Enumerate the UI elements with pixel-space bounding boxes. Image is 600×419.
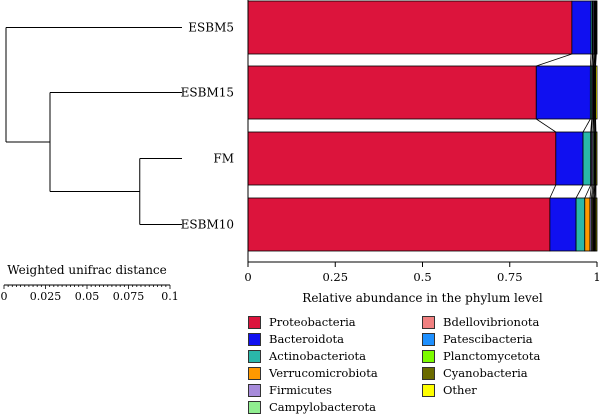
legend-label: Other xyxy=(443,383,477,397)
x-tick-label: 0.75 xyxy=(497,270,523,284)
bar-ESBM15-proteobacteria xyxy=(247,65,537,120)
bar-ESBM15-other xyxy=(595,65,598,120)
connector-line xyxy=(582,118,591,133)
legend-item-proteobacteria: Proteobacteria xyxy=(248,314,356,330)
bar-FM-bacteroidota xyxy=(555,131,584,186)
legend-swatch xyxy=(422,383,435,397)
distance-scale-bar: Weighted unifrac distance 0 0.025 0.05 0.075… xyxy=(1,263,179,303)
x-axis: 0 0.25 0.5 0.75 1 Relative abundance in the p… xyxy=(244,0,600,305)
legend-swatch xyxy=(248,349,261,363)
legend-label: Planctomycetota xyxy=(443,349,541,363)
bar-FM-proteobacteria xyxy=(247,131,557,186)
bar-ESBM5-bacteroidota xyxy=(571,0,592,55)
connector-line xyxy=(549,184,557,199)
legend-swatch xyxy=(422,332,435,346)
scale-tick-label: 0.025 xyxy=(30,290,62,303)
legend-item-bacteroidota: Bacteroidota xyxy=(248,331,344,347)
legend-item-planctomycetota: Planctomycetota xyxy=(422,348,540,364)
leaf-label-esbm5: ESBM5 xyxy=(188,21,234,35)
dendrogram: ESBM5 ESBM15 FM ESBM10 xyxy=(5,21,234,232)
connector-line xyxy=(593,53,595,67)
bar-ESBM10-actinobacteriota xyxy=(575,197,586,252)
bar-ESBM15-bacteroidota xyxy=(535,65,591,120)
legend-label: Bacteroidota xyxy=(269,332,345,346)
legend-swatch xyxy=(422,349,435,363)
scale-tick-label: 0.1 xyxy=(161,290,179,303)
legend-label: Patescibacteria xyxy=(443,332,533,346)
leaf-label-fm: FM xyxy=(213,152,234,166)
connector-line xyxy=(591,53,594,67)
connector-line xyxy=(536,118,557,133)
legend-swatch xyxy=(248,383,261,397)
connector-line xyxy=(589,53,592,67)
x-tick-label: 1 xyxy=(593,270,600,284)
bar-FM-actinobacteriota xyxy=(582,131,592,186)
stacked-bar-chart xyxy=(247,0,598,252)
legend-label: Proteobacteria xyxy=(269,315,356,329)
scale-tick-label: 0.05 xyxy=(75,290,100,303)
bar-ESBM10-verrucomicrobiota xyxy=(584,197,591,252)
bar-FM-other xyxy=(595,131,598,186)
legend-label: Cyanobacteria xyxy=(443,366,528,380)
x-axis-title: Relative abundance in the phylum level xyxy=(302,291,543,305)
connector-line xyxy=(593,184,595,199)
bar-ESBM5-proteobacteria xyxy=(247,0,573,55)
legend-swatch xyxy=(422,366,435,380)
connector-line xyxy=(536,53,572,67)
bar-ESBM10-proteobacteria xyxy=(247,197,551,252)
legend: Proteobacteria Bacteroidota Actinobacterio… xyxy=(244,314,600,419)
scale-title: Weighted unifrac distance xyxy=(7,263,167,277)
legend-item-verrucomicrobiota: Verrucomicrobiota xyxy=(248,365,378,381)
legend-item-other: Other xyxy=(422,382,477,398)
legend-item-actinobacteriota: Actinobacteriota xyxy=(248,348,366,364)
legend-item-patescibacteria: Patescibacteria xyxy=(422,331,533,347)
legend-swatch xyxy=(248,332,261,346)
connector-line xyxy=(593,184,596,199)
connector-line xyxy=(590,118,593,133)
legend-label: Bdellovibrionota xyxy=(443,315,540,329)
legend-label: Campylobacterota xyxy=(269,400,377,414)
bar-ESBM10-other xyxy=(595,197,598,252)
x-tick-label: 0.25 xyxy=(322,270,348,284)
scale-tick-label: 0.075 xyxy=(113,290,145,303)
bar-ESBM5-other xyxy=(595,0,598,55)
connector-line xyxy=(589,184,592,199)
legend-swatch xyxy=(422,315,435,329)
connector-line xyxy=(584,184,592,199)
legend-label: Actinobacteriota xyxy=(269,349,367,363)
connector-line xyxy=(592,53,595,67)
legend-swatch xyxy=(248,315,261,329)
leaf-label-esbm15: ESBM15 xyxy=(181,86,234,100)
connector-line xyxy=(592,184,595,199)
connector-line xyxy=(591,184,594,199)
legend-label: Verrucomicrobiota xyxy=(269,366,378,380)
legend-item-cyanobacteria: Cyanobacteria xyxy=(422,365,528,381)
legend-item-firmicutes: Firmicutes xyxy=(248,382,332,398)
connector-line xyxy=(595,53,597,67)
legend-item-campylobacterota: Campylobacterota xyxy=(248,399,376,415)
connector-line xyxy=(575,184,584,199)
leaf-label-esbm10: ESBM10 xyxy=(181,218,234,232)
legend-swatch xyxy=(248,400,261,414)
x-tick-label: 0 xyxy=(244,270,251,284)
legend-label: Firmicutes xyxy=(269,383,332,397)
bar-ESBM10-bacteroidota xyxy=(549,197,577,252)
connector-line xyxy=(591,118,593,133)
x-tick-label: 0.5 xyxy=(413,270,431,284)
legend-item-bdellovibrionota: Bdellovibrionota xyxy=(422,314,539,330)
legend-swatch xyxy=(248,366,261,380)
scale-tick-label: 0 xyxy=(1,290,8,303)
connector-line xyxy=(594,184,596,199)
